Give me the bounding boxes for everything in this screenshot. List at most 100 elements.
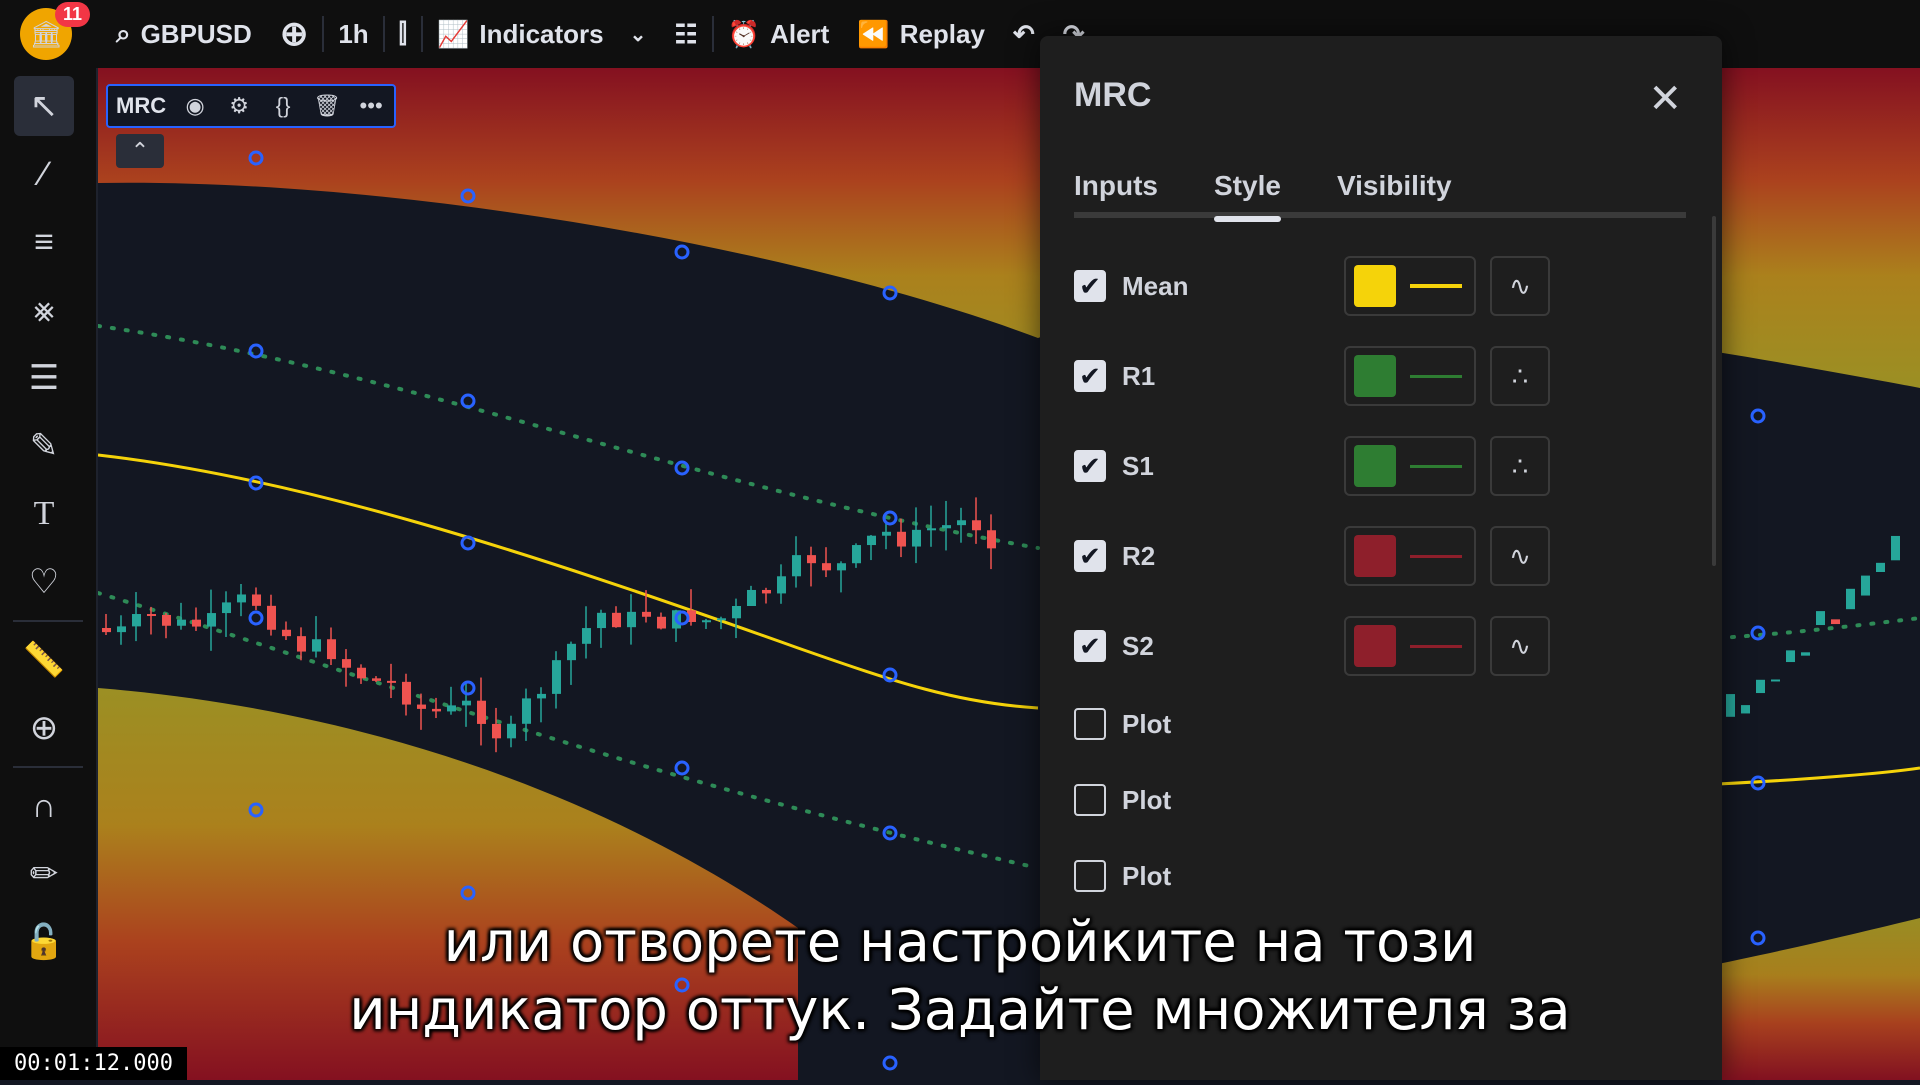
anchor-point[interactable] (882, 667, 898, 683)
s2-plot-type-button[interactable]: ∿ (1490, 616, 1550, 676)
r2-checkbox[interactable]: ✔ (1074, 540, 1106, 572)
candle-body (897, 531, 906, 547)
anchor-point[interactable] (882, 285, 898, 301)
anchor-point[interactable] (248, 343, 264, 359)
anchor-point[interactable] (460, 393, 476, 409)
settings-icon[interactable]: ⚙ (229, 93, 249, 118)
indicators-label: Indicators (479, 18, 604, 49)
brush-tool[interactable]: ✎ (14, 416, 74, 476)
anchor-point[interactable] (1750, 625, 1766, 641)
candle-body (297, 636, 306, 652)
pattern-tool[interactable]: ⨳ (14, 280, 74, 340)
r2-color-picker[interactable] (1344, 526, 1476, 586)
close-icon[interactable]: ✕ (1648, 77, 1682, 121)
anchor-point[interactable] (460, 885, 476, 901)
compare-button[interactable]: ⊕ (266, 0, 323, 68)
anchor-point[interactable] (460, 680, 476, 696)
mean-color-picker[interactable] (1344, 256, 1476, 316)
source-code-icon[interactable]: {} (275, 93, 291, 118)
trendline-tool[interactable]: ∕ (14, 144, 74, 204)
zoom-tool[interactable]: ⊕ (14, 698, 74, 758)
plus-circle-icon: ⊕ (279, 15, 309, 53)
mean-plot-type-button[interactable]: ∿ (1490, 256, 1550, 316)
plot-3-checkbox[interactable] (1074, 860, 1106, 892)
icon-tool[interactable]: ♡ (14, 552, 74, 612)
candle-body (372, 678, 381, 681)
anchor-point[interactable] (674, 460, 690, 476)
style-row-plot-3: Plot (1074, 844, 1694, 908)
text-tool[interactable]: T (14, 484, 74, 544)
anchor-point[interactable] (248, 475, 264, 491)
magnet-tool[interactable]: ∩ (14, 776, 74, 836)
anchor-point[interactable] (1750, 408, 1766, 424)
s1-checkbox[interactable]: ✔ (1074, 450, 1106, 482)
layouts-button[interactable]: ☷ (660, 0, 711, 68)
candle-body (387, 680, 396, 683)
interval-button[interactable]: 1h (324, 0, 382, 68)
replay-button[interactable]: ⏪ Replay (843, 0, 999, 68)
alert-button[interactable]: ⏰ Alert (714, 0, 844, 68)
undo-button[interactable]: ↶ (999, 0, 1049, 68)
anchor-point[interactable] (674, 610, 690, 626)
s2-checkbox[interactable]: ✔ (1074, 630, 1106, 662)
style-row-s2: ✔ S2 ∿ (1074, 614, 1694, 678)
s2-color-picker[interactable] (1344, 616, 1476, 676)
s2-line-preview (1410, 644, 1462, 648)
fib-tool[interactable]: ≡ (14, 212, 74, 272)
candle-body (402, 681, 411, 705)
plot-1-checkbox[interactable] (1074, 708, 1106, 740)
plot-3-label: Plot (1122, 860, 1172, 891)
text-icon: T (33, 495, 55, 532)
symbol-search[interactable]: ⌕ GBPUSD (102, 0, 266, 68)
tab-visibility[interactable]: Visibility (1336, 170, 1452, 201)
line-style-icon: ∿ (1509, 630, 1531, 661)
anchor-point[interactable] (674, 244, 690, 260)
anchor-point[interactable] (674, 977, 690, 993)
r2-color-swatch (1354, 535, 1396, 577)
anchor-point[interactable] (882, 825, 898, 841)
mean-checkbox[interactable]: ✔ (1074, 270, 1106, 302)
eye-icon[interactable]: ◉ (185, 93, 205, 118)
s1-label: S1 (1122, 450, 1154, 481)
r2-plot-type-button[interactable]: ∿ (1490, 526, 1550, 586)
cursor-tool[interactable]: ↖ (14, 76, 74, 136)
measure-tool[interactable]: 📏 (14, 630, 74, 690)
r1-plot-type-button[interactable]: ∴ (1490, 346, 1550, 406)
candle-body (582, 628, 591, 644)
candle-body (252, 594, 261, 606)
stay-drawing-tool[interactable]: ✏ (14, 844, 74, 904)
indicator-name[interactable]: MRC (116, 93, 167, 118)
anchor-point[interactable] (460, 188, 476, 204)
r1-checkbox[interactable]: ✔ (1074, 360, 1106, 392)
prediction-tool[interactable]: ☰ (14, 348, 74, 408)
undo-icon: ↶ (1012, 18, 1035, 49)
candle-body (1756, 679, 1765, 694)
ruler-icon: 📏 (22, 641, 66, 679)
anchor-point[interactable] (882, 510, 898, 526)
candle-body (312, 639, 321, 652)
plot-2-checkbox[interactable] (1074, 784, 1106, 816)
lock-tool[interactable]: 🔓 (14, 912, 74, 972)
chart-type-button[interactable]: ⫿ (385, 0, 421, 68)
candle-body (1726, 694, 1735, 717)
more-icon[interactable]: ••• (359, 93, 383, 118)
anchor-point[interactable] (460, 535, 476, 551)
r1-color-picker[interactable] (1344, 346, 1476, 406)
indicators-button[interactable]: 📈 Indicators ⌄ (423, 0, 660, 68)
anchor-point[interactable] (674, 760, 690, 776)
trash-icon[interactable]: 🗑 (313, 93, 342, 118)
anchor-point[interactable] (1750, 930, 1766, 946)
collapse-legend-button[interactable]: ⌃ (116, 134, 164, 168)
tab-style[interactable]: Style (1214, 162, 1281, 222)
anchor-point[interactable] (1750, 775, 1766, 791)
anchor-point[interactable] (248, 802, 264, 818)
s1-color-picker[interactable] (1344, 436, 1476, 496)
anchor-point[interactable] (882, 1055, 898, 1071)
dialog-scrollbar[interactable] (1712, 216, 1716, 566)
logo-avatar[interactable]: 🏛 11 (20, 2, 90, 60)
line-style-icon: ∿ (1509, 540, 1531, 571)
s1-plot-type-button[interactable]: ∴ (1490, 436, 1550, 496)
anchor-point[interactable] (248, 610, 264, 626)
anchor-point[interactable] (248, 150, 264, 166)
tab-inputs[interactable]: Inputs (1074, 170, 1158, 201)
